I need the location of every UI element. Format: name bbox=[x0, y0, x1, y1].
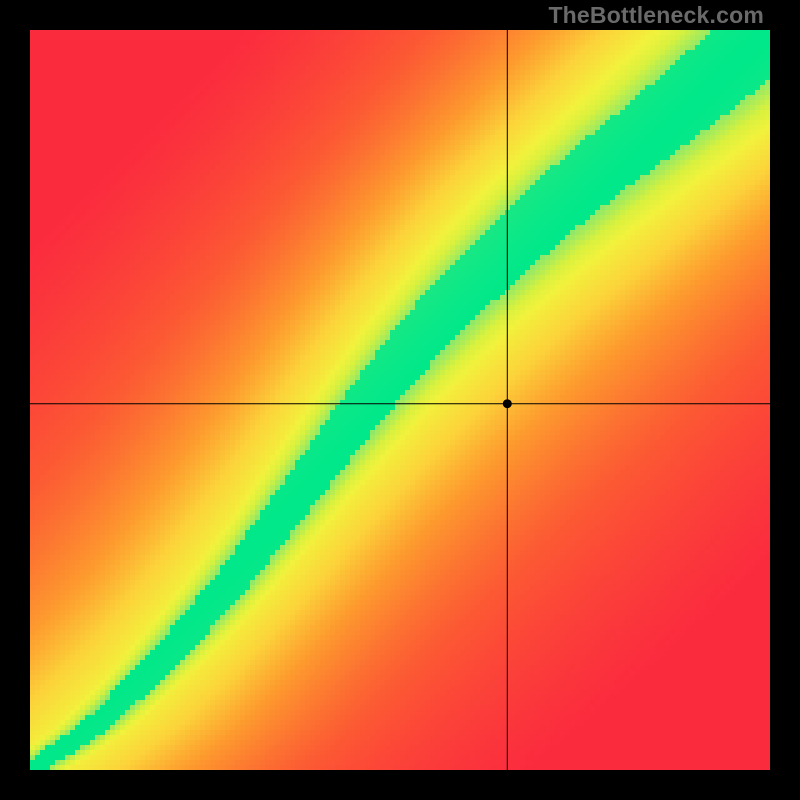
chart-container: { "image": { "width": 800, "height": 800… bbox=[0, 0, 800, 800]
watermark-text: TheBottleneck.com bbox=[548, 2, 764, 29]
bottleneck-heatmap bbox=[30, 30, 770, 770]
